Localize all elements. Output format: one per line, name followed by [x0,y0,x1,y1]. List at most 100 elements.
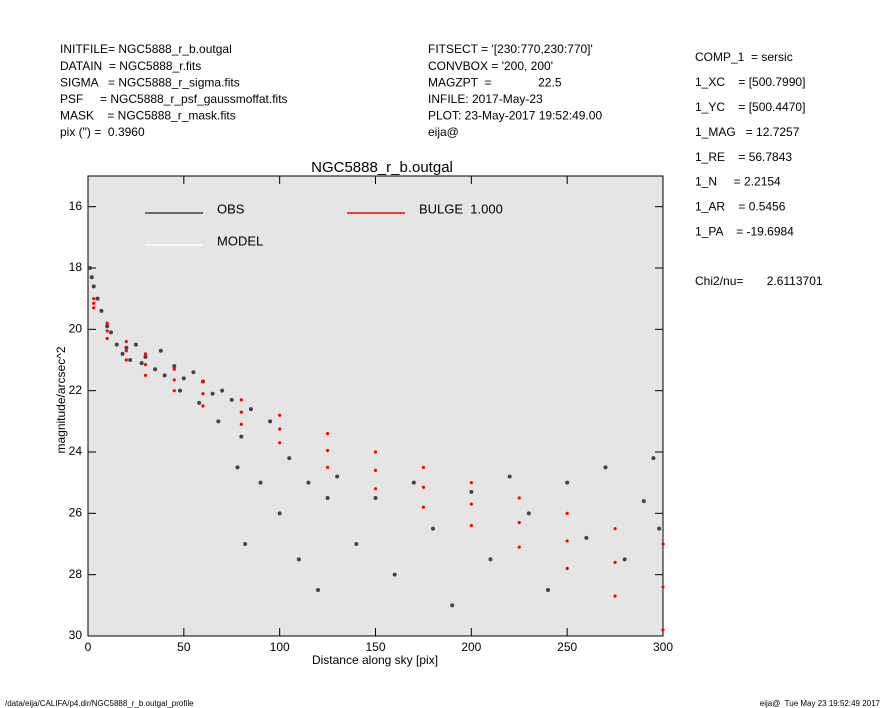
y-tick-label: 20 [69,322,83,336]
data-point [325,465,330,469]
data-point [469,524,473,528]
y-tick-label: 26 [69,506,83,520]
data-point [507,474,512,479]
data-point [488,557,493,562]
data-point [469,502,473,506]
x-tick-label: 100 [270,640,290,654]
header-right: 1_MAG = 12.7257 [695,125,800,139]
data-point [87,266,92,270]
data-point [603,465,608,470]
data-point [243,542,248,546]
header-right: 1_PA = -19.6984 [695,224,794,238]
data-point [229,397,234,402]
data-point [99,308,104,313]
header-right: COMP_1 = sersic [695,50,793,64]
data-point [239,410,243,414]
data-point [201,392,205,396]
x-tick-label: 50 [177,640,191,654]
y-tick-label: 30 [69,628,83,642]
data-point [197,400,202,405]
data-point [613,594,617,598]
y-axis-label: magnitude/arcsec^2 [54,346,68,453]
header-middle: CONVBOX = '200, 200' [428,59,553,73]
data-point [517,545,521,549]
data-point [172,367,176,371]
data-point [143,373,148,377]
data-point [172,378,176,382]
data-point [128,358,133,362]
data-point [469,481,473,485]
data-point [105,324,110,329]
data-point [565,511,569,515]
data-point [105,321,109,325]
data-point [325,496,330,500]
data-point [158,348,163,353]
header-middle: MAGZPT = 22.5 [428,75,562,89]
data-point [172,364,177,369]
data-point [373,468,378,472]
data-point [239,434,244,439]
data-point [105,329,109,333]
header-right: 1_XC = [500.7990] [695,75,805,89]
x-axis-label: Distance along sky [pix] [312,653,438,667]
data-point [258,480,263,485]
x-tick-label: 0 [85,640,92,654]
data-point [191,370,196,375]
data-point [91,284,96,289]
data-point [201,379,205,384]
data-point [450,603,455,608]
data-point [613,527,617,531]
header-middle: PLOT: 23-May-2017 19:52:49.00 [428,109,602,123]
plot-area [87,175,664,637]
data-point [657,526,662,531]
data-point [89,275,94,280]
header-left: MASK = NGC5888_r_mask.fits [60,109,236,123]
data-point [178,388,182,393]
data-point [124,345,129,350]
data-point [421,485,426,489]
footer-left: /data/eija/CALIFA/p4.dir/NGC5888_r_b.out… [5,699,194,708]
data-point [306,480,311,485]
data-point [354,542,359,546]
y-tick-label: 22 [69,383,83,397]
data-point [546,588,550,592]
data-point [296,557,301,562]
data-point [373,487,378,491]
header-middle: INFILE: 2017-May-23 [428,92,543,106]
legend-label: BULGE 1.000 [419,201,503,216]
data-point [411,480,416,485]
data-point [248,407,253,412]
x-tick-label: 150 [365,640,385,654]
data-point [124,349,128,353]
data-point [613,560,617,565]
data-point [105,336,109,341]
data-point [172,389,176,393]
x-tick-label: 250 [557,640,577,654]
legend-label: MODEL [217,233,263,248]
data-point [239,398,243,402]
data-point [278,413,282,417]
data-point [584,535,589,540]
data-point [92,301,96,305]
data-point [268,419,273,424]
data-point [139,361,144,366]
data-point [421,465,426,469]
data-point [216,419,221,424]
header-right: 1_YC = [500.4470] [695,100,805,114]
header-left: INITFILE= NGC5888_r_b.outgal [60,42,232,56]
data-point [92,306,96,310]
data-point [517,520,521,525]
data-point [287,456,292,461]
data-point [325,432,330,436]
data-point [109,330,113,335]
footer-right: eija@ Tue May 23 19:52:49 2017 [760,699,881,708]
header-middle: FITSECT = '[230:770,230:770]' [428,42,593,56]
data-point [651,456,656,461]
data-point [565,539,569,543]
data-point [661,542,665,546]
data-point [235,465,240,470]
data-point [120,351,125,356]
data-point [335,474,340,479]
data-point [469,489,474,494]
header-right: 1_RE = 56.7843 [695,150,792,164]
